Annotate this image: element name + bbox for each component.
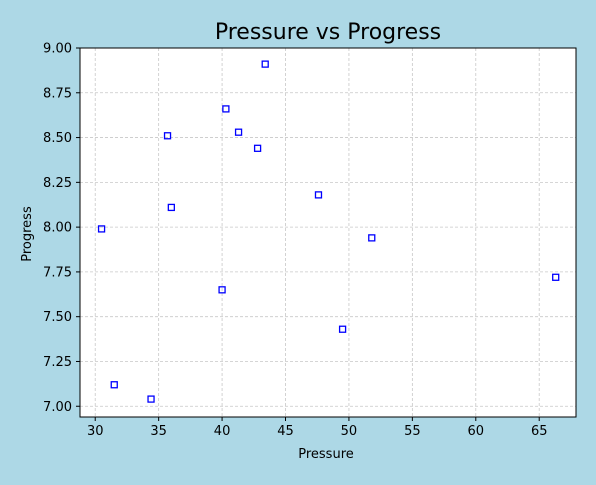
y-tick-label: 8.75 bbox=[43, 86, 72, 101]
data-point bbox=[97, 225, 106, 233]
x-axis-label: Pressure bbox=[298, 447, 354, 462]
y-axis-label: Progress bbox=[20, 206, 35, 262]
y-tick-label: 7.00 bbox=[43, 400, 72, 415]
y-tick-label: 8.50 bbox=[43, 131, 72, 146]
data-point bbox=[167, 203, 175, 212]
data-point bbox=[368, 234, 376, 242]
y-tick-label: 7.50 bbox=[43, 310, 72, 325]
y-tick-label: 9.00 bbox=[43, 42, 72, 57]
x-tick-label: 50 bbox=[341, 424, 358, 439]
data-point bbox=[234, 128, 243, 136]
y-tick-label: 8.00 bbox=[43, 221, 72, 236]
x-tick-label: 60 bbox=[468, 424, 485, 439]
data-point bbox=[110, 381, 118, 389]
data-point bbox=[338, 325, 347, 333]
data-point bbox=[261, 60, 269, 68]
data-point bbox=[222, 105, 230, 113]
data-point bbox=[253, 144, 262, 152]
y-tick-label: 7.75 bbox=[43, 265, 72, 280]
axes: 30 35 40 45 50 55 60 65 7.00 7.25 7.50 7.75 8.00 8.25… bbox=[43, 42, 547, 440]
y-tick-label: 7.25 bbox=[43, 355, 72, 370]
data-point bbox=[218, 286, 226, 294]
data-point bbox=[163, 132, 172, 140]
data-point bbox=[552, 273, 560, 281]
x-tick-label: 30 bbox=[87, 424, 104, 439]
plot-area bbox=[80, 48, 576, 417]
x-tick-label: 55 bbox=[404, 424, 421, 439]
data-point bbox=[147, 395, 155, 403]
data-points bbox=[97, 60, 560, 403]
plot-frame bbox=[79, 47, 577, 418]
data-point bbox=[314, 191, 323, 199]
x-tick-label: 65 bbox=[531, 424, 548, 439]
x-tick-label: 35 bbox=[150, 424, 167, 439]
y-tick-label: 8.25 bbox=[43, 176, 72, 191]
chart-title: Pressure vs Progress bbox=[215, 20, 441, 45]
x-tick-label: 40 bbox=[214, 424, 231, 439]
x-tick-label: 45 bbox=[277, 424, 294, 439]
